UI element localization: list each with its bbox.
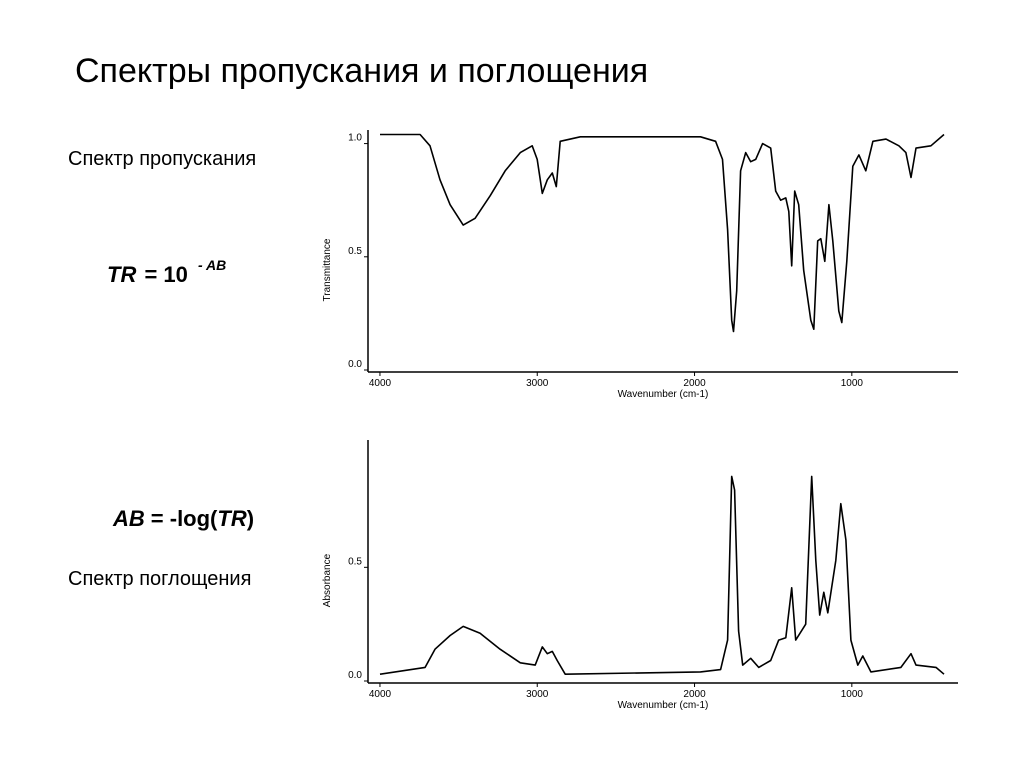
x-tick-label: 2000 bbox=[683, 689, 706, 700]
y-tick-label: 1.0 bbox=[348, 133, 362, 144]
x-tick-label: 2000 bbox=[683, 378, 706, 389]
formula-exponent: - AB bbox=[198, 257, 226, 273]
formula-part: = 10 bbox=[144, 262, 187, 287]
formula-tr: TR = 10 - AB bbox=[107, 257, 226, 287]
x-tick-label: 3000 bbox=[526, 689, 549, 700]
x-tick-label: 4000 bbox=[369, 689, 392, 700]
slide-title: Спектры пропускания и поглощения bbox=[75, 52, 648, 90]
y-tick-label: 0.5 bbox=[348, 246, 362, 257]
transmission-label: Спектр пропускания bbox=[68, 148, 256, 170]
y-tick-label: 0.5 bbox=[348, 556, 362, 567]
x-tick-label: 1000 bbox=[841, 378, 864, 389]
spectrum-line bbox=[379, 475, 945, 675]
formula-part: TR bbox=[107, 262, 136, 287]
spectrum-line bbox=[380, 133, 945, 333]
formula-part: TR bbox=[217, 506, 246, 531]
formula-part: ) bbox=[247, 506, 254, 531]
absorption-label: Спектр поглощения bbox=[68, 568, 251, 590]
x-tick-label: 3000 bbox=[526, 378, 549, 389]
formula-part: AB bbox=[112, 506, 145, 531]
y-tick-label: 0.0 bbox=[348, 359, 362, 370]
y-tick-label: 0.0 bbox=[348, 670, 362, 681]
formula-part: = -log( bbox=[151, 506, 218, 531]
x-tick-label: 1000 bbox=[841, 689, 864, 700]
formula-ab: AB = -log(TR) bbox=[112, 506, 254, 531]
x-axis-label: Wavenumber (cm-1) bbox=[618, 700, 709, 711]
x-tick-label: 4000 bbox=[369, 378, 392, 389]
y-axis-label: Transmittance bbox=[322, 238, 333, 301]
x-axis-label: Wavenumber (cm-1) bbox=[618, 389, 709, 400]
y-axis-label: Absorbance bbox=[322, 553, 333, 607]
